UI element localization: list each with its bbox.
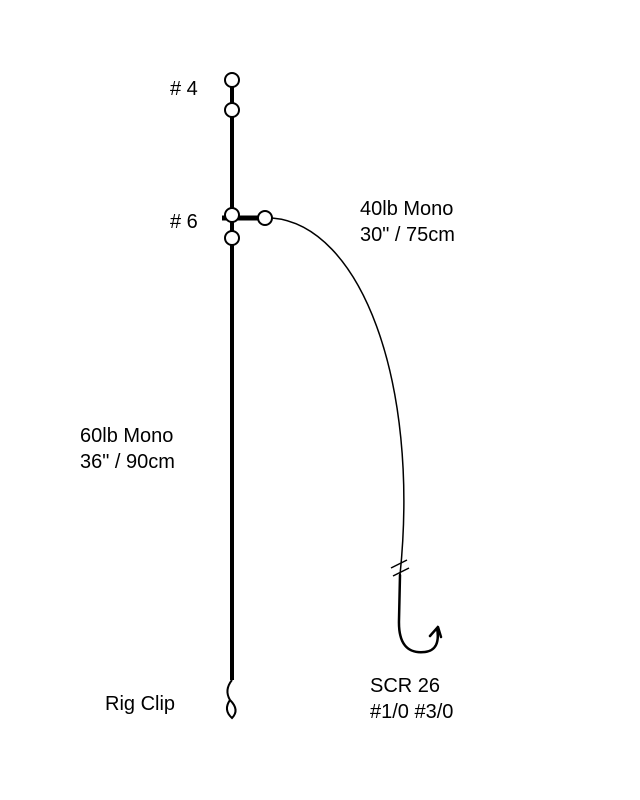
fishing-rig-diagram: # 4 # 6 60lb Mono 36" / 90cm 40lb Mono 3… (0, 0, 640, 800)
top-swivel-label: # 4 (170, 78, 198, 100)
hook-icon (399, 575, 441, 652)
snood-line (272, 218, 404, 575)
snood-label-1: 40lb Mono (360, 198, 453, 220)
rig-clip-icon (227, 680, 236, 718)
hook-label-1: SCR 26 (370, 675, 440, 697)
snood-label-2: 30" / 75cm (360, 224, 455, 246)
main-line-label-1: 60lb Mono (80, 425, 173, 447)
main-line-label-2: 36" / 90cm (80, 451, 175, 473)
mid-swivel: # 6 (170, 208, 272, 245)
hook-label-2: #1/0 #3/0 (370, 701, 453, 723)
top-swivel: # 4 (170, 73, 239, 117)
mid-swivel-label: # 6 (170, 211, 198, 233)
rig-clip-label: Rig Clip (105, 693, 175, 715)
tick-mark-1 (391, 560, 407, 568)
